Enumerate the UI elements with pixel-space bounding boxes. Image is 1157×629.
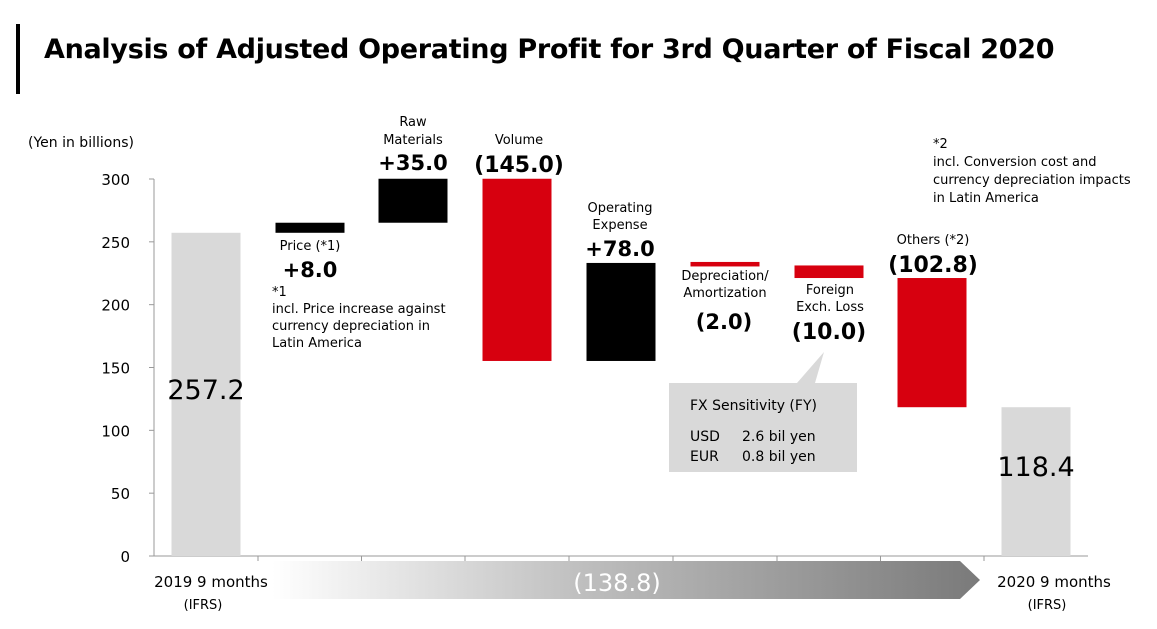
value-label-end: 118.4 — [997, 452, 1074, 483]
footnote-2-line: in Latin America — [933, 191, 1039, 206]
value-label-foreign-exch: (10.0) — [792, 320, 866, 345]
fx-sensitivity-value: 0.8 bil yen — [742, 449, 816, 465]
footnote-1-line: currency depreciation in — [272, 319, 430, 334]
footnote-2-line: incl. Conversion cost and — [933, 155, 1096, 170]
value-label-depreciation: (2.0) — [696, 310, 752, 334]
footnote-1-line: Latin America — [272, 336, 362, 351]
x-sublabel-end: (IFRS) — [1028, 598, 1067, 613]
title-accent-bar — [16, 24, 20, 94]
category-label-raw-materials: Materials — [383, 133, 443, 148]
bar-depreciation-amortization — [690, 261, 760, 267]
page-title: Analysis of Adjusted Operating Profit fo… — [44, 34, 1055, 65]
y-tick-label: 250 — [101, 234, 130, 252]
value-label-raw-materials: +35.0 — [378, 151, 447, 175]
bar-volume — [482, 178, 552, 361]
y-tick-label: 300 — [101, 171, 130, 189]
total-change-label: (138.8) — [573, 569, 660, 597]
category-label-volume: Volume — [495, 133, 543, 148]
category-label-foreign-exch: Foreign — [806, 283, 854, 298]
category-label-foreign-exch: Exch. Loss — [796, 300, 864, 315]
footnote-2-line: currency depreciation impacts — [933, 173, 1131, 188]
category-label-depreciation: Amortization — [683, 286, 766, 301]
fx-sensitivity-currency: USD — [690, 429, 720, 445]
footnote-2-line: *2 — [933, 137, 948, 152]
fx-sensitivity-value: 2.6 bil yen — [742, 429, 816, 445]
y-tick-label: 150 — [101, 360, 130, 378]
bar-operating-expense — [586, 262, 656, 361]
y-tick-label: 50 — [111, 485, 130, 503]
category-label-others: Others (*2) — [897, 233, 970, 248]
category-label-price: Price (*1) — [280, 239, 341, 254]
category-label-depreciation: Depreciation/ — [681, 269, 769, 284]
value-label-price: +8.0 — [283, 258, 338, 282]
x-label-start: 2019 9 months — [154, 573, 268, 591]
y-tick-label: 100 — [101, 422, 130, 440]
category-label-operating-expense: Operating — [588, 201, 653, 216]
value-label-operating-expense: +78.0 — [585, 237, 654, 261]
unit-label: (Yen in billions) — [28, 135, 134, 151]
fx-sensitivity-currency: EUR — [690, 449, 719, 465]
fx-sensitivity-title: FX Sensitivity (FY) — [690, 398, 817, 414]
total-change-arrow — [272, 561, 980, 599]
x-sublabel-start: (IFRS) — [184, 598, 223, 613]
fx-sensitivity-callout — [669, 352, 857, 472]
y-tick-label: 0 — [120, 548, 130, 566]
bar-raw-materials — [378, 178, 448, 223]
bar-2020-9-months — [1001, 407, 1071, 556]
value-label-start: 257.2 — [167, 375, 244, 406]
bar-price-1 — [275, 222, 345, 233]
category-label-operating-expense: Expense — [592, 218, 647, 233]
footnote-1-line: incl. Price increase against — [272, 302, 446, 317]
bar-others-2 — [897, 278, 967, 408]
footnote-1-line: *1 — [272, 285, 287, 300]
y-tick-label: 200 — [101, 297, 130, 315]
value-label-others: (102.8) — [888, 253, 978, 278]
category-label-raw-materials: Raw — [399, 115, 427, 130]
bar-2019-9-months — [171, 232, 241, 556]
value-label-volume: (145.0) — [474, 153, 564, 178]
bar-foreign-exch-loss — [794, 265, 864, 279]
x-label-end: 2020 9 months — [997, 573, 1111, 591]
